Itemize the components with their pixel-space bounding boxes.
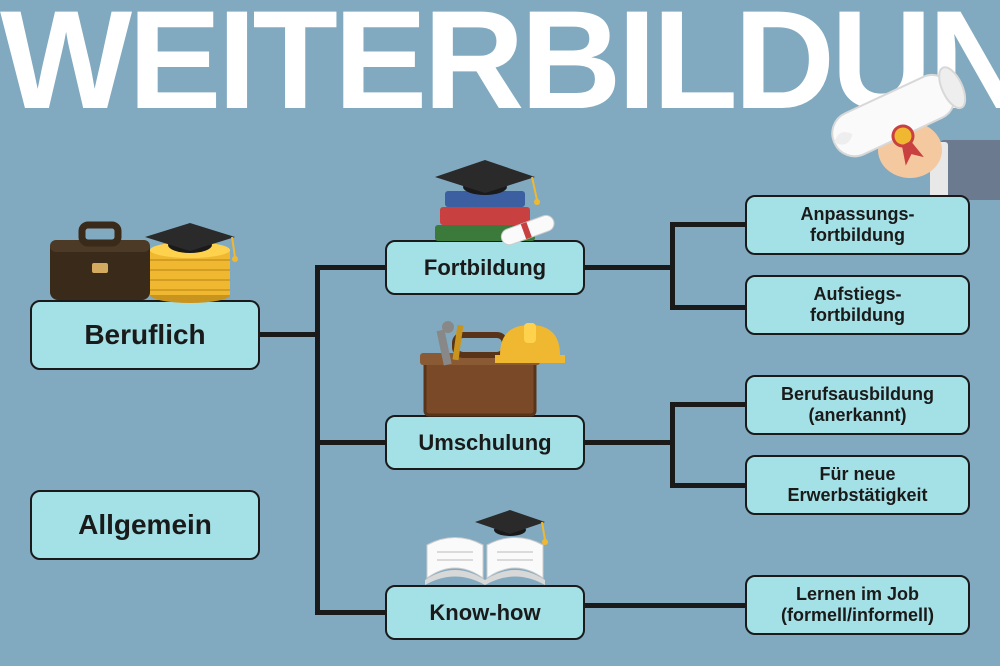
- open-book-gradcap-icon: [415, 500, 555, 590]
- connector: [670, 402, 675, 488]
- books-gradcap-diploma-icon: [405, 135, 565, 245]
- node-knowhow: Know-how: [385, 585, 585, 640]
- connector: [670, 483, 745, 488]
- node-berufsausbildung: Berufsausbildung (anerkannt): [745, 375, 970, 435]
- connector: [585, 440, 675, 445]
- node-beruflich: Beruflich: [30, 300, 260, 370]
- connector: [670, 402, 745, 407]
- connector: [260, 332, 320, 337]
- node-fortbildung: Fortbildung: [385, 240, 585, 295]
- connector: [585, 265, 675, 270]
- node-erwerbstaetigkeit: Für neue Erwerbstätigkeit: [745, 455, 970, 515]
- connector: [315, 440, 385, 445]
- briefcase-gradcap-coins-icon: [40, 195, 250, 305]
- connector: [585, 603, 745, 608]
- connector: [315, 265, 385, 270]
- node-aufstiegsfortbildung: Aufstiegs- fortbildung: [745, 275, 970, 335]
- toolbox-hardhat-icon: [400, 305, 570, 420]
- node-umschulung: Umschulung: [385, 415, 585, 470]
- node-lernen-im-job: Lernen im Job (formell/informell): [745, 575, 970, 635]
- hand-diploma-icon: [790, 40, 1000, 220]
- connector: [315, 610, 385, 615]
- node-anpassungsfortbildung: Anpassungs- fortbildung: [745, 195, 970, 255]
- connector: [670, 222, 675, 310]
- connector: [670, 305, 745, 310]
- connector: [670, 222, 745, 227]
- node-allgemein: Allgemein: [30, 490, 260, 560]
